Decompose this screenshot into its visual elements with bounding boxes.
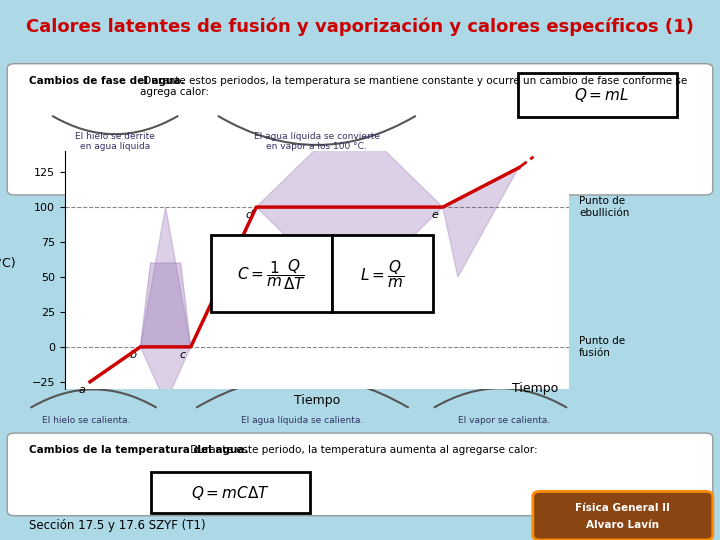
Text: e: e bbox=[432, 210, 438, 220]
Text: $C = \dfrac{1}{m}\dfrac{Q}{\Delta T}$: $C = \dfrac{1}{m}\dfrac{Q}{\Delta T}$ bbox=[237, 257, 306, 292]
FancyBboxPatch shape bbox=[332, 235, 433, 312]
Text: d: d bbox=[246, 210, 252, 220]
Text: Calores latentes de fusión y vaporización y calores específicos (1): Calores latentes de fusión y vaporizació… bbox=[26, 18, 694, 36]
Text: Sección 17.5 y 17.6 SZYF (T1): Sección 17.5 y 17.6 SZYF (T1) bbox=[29, 519, 205, 532]
FancyBboxPatch shape bbox=[518, 73, 677, 117]
Text: Punto de
ebullición: Punto de ebullición bbox=[579, 197, 629, 218]
Text: Durante este periodo, la temperatura aumenta al agregarse calor:: Durante este periodo, la temperatura aum… bbox=[187, 445, 538, 455]
FancyBboxPatch shape bbox=[533, 491, 713, 540]
Text: a: a bbox=[79, 385, 86, 395]
Text: Física General II: Física General II bbox=[575, 503, 670, 514]
Text: El hielo se calienta.: El hielo se calienta. bbox=[42, 416, 130, 425]
Y-axis label: T (°C): T (°C) bbox=[0, 257, 15, 270]
Text: $L = \dfrac{Q}{m}$: $L = \dfrac{Q}{m}$ bbox=[360, 258, 405, 290]
Text: El agua líquida se convierte
en vapor a los 100 °C.: El agua líquida se convierte en vapor a … bbox=[254, 132, 380, 151]
Text: $Q = mC\Delta T$: $Q = mC\Delta T$ bbox=[191, 484, 270, 502]
Text: Punto de
fusión: Punto de fusión bbox=[579, 336, 625, 357]
FancyBboxPatch shape bbox=[7, 64, 713, 195]
Polygon shape bbox=[443, 168, 518, 277]
Text: El vapor se calienta.: El vapor se calienta. bbox=[458, 416, 550, 425]
FancyBboxPatch shape bbox=[151, 472, 310, 513]
FancyBboxPatch shape bbox=[7, 433, 713, 516]
Polygon shape bbox=[256, 116, 443, 298]
Text: b: b bbox=[130, 350, 136, 360]
Text: $Q = mL$: $Q = mL$ bbox=[574, 86, 629, 104]
Text: c: c bbox=[180, 350, 186, 360]
Text: El agua líquida se calienta.: El agua líquida se calienta. bbox=[241, 416, 364, 425]
X-axis label: Tiempo: Tiempo bbox=[294, 394, 340, 407]
Text: El hielo se derrite
en agua líquida
a 0 °C.: El hielo se derrite en agua líquida a 0 … bbox=[76, 132, 155, 161]
Text: Cambios de la temperatura del agua.: Cambios de la temperatura del agua. bbox=[29, 445, 248, 455]
Text: Tiempo: Tiempo bbox=[513, 382, 559, 395]
Text: Durante estos periodos, la temperatura se mantiene constante y ocurre un cambio : Durante estos periodos, la temperatura s… bbox=[140, 76, 688, 97]
Polygon shape bbox=[140, 263, 191, 347]
FancyBboxPatch shape bbox=[211, 235, 332, 312]
Text: Cambios de fase del agua.: Cambios de fase del agua. bbox=[29, 76, 184, 86]
Text: Alvaro Lavín: Alvaro Lavín bbox=[586, 521, 660, 530]
Polygon shape bbox=[140, 207, 191, 403]
